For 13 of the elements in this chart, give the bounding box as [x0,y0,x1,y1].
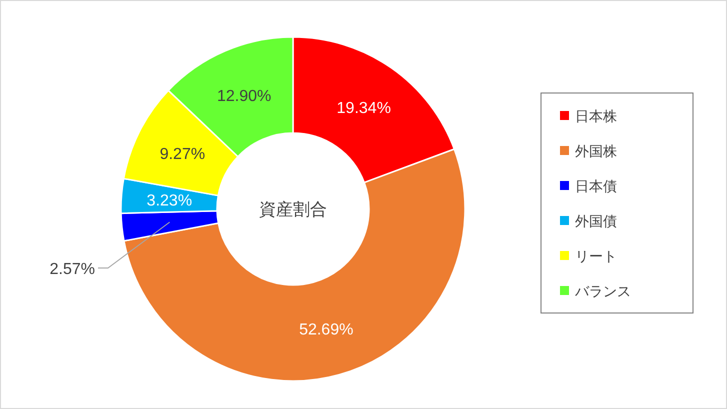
data-label: 2.57% [50,261,95,278]
legend-label: バランス [574,283,631,299]
text: 資産割合 [259,200,327,219]
data-label: 3.23% [146,192,192,210]
data-label: 12.90% [216,88,272,106]
legend-label: 外国株 [575,143,617,159]
data-label: 19.34% [336,100,391,118]
data-label: 9.27% [160,146,206,163]
legend-label: 外国債 [575,213,617,229]
legend-label: 日本株 [575,108,617,124]
legend-label: 日本債 [575,178,617,194]
data-label: 52.69% [299,321,354,338]
legend-label: リート [575,248,617,264]
